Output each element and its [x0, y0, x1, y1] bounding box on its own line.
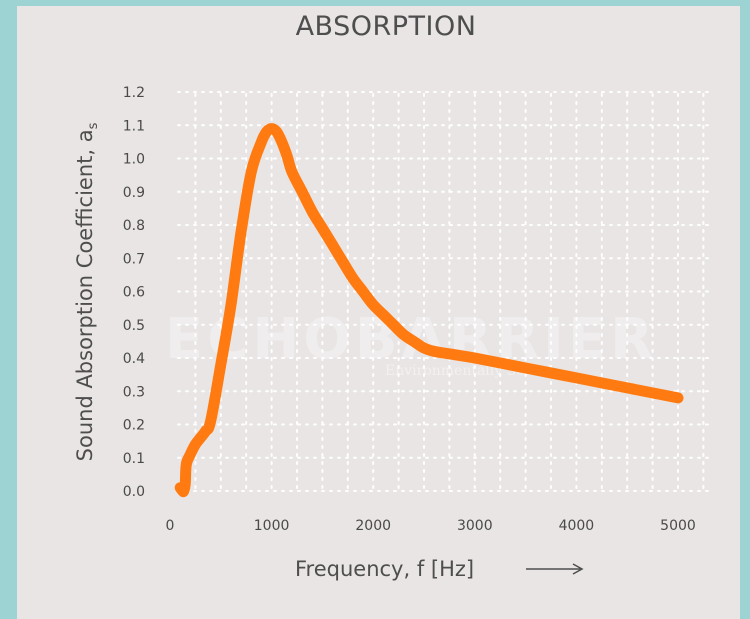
y-axis-label-main: Sound Absorption Coefficient, a: [73, 129, 97, 461]
grid: [177, 91, 713, 494]
x-tick-label: 2000: [355, 518, 391, 534]
x-axis-arrow: [526, 563, 584, 575]
y-tick-label: 0.8: [123, 218, 145, 234]
y-tick-label: 0.3: [123, 384, 145, 400]
chart-title: ABSORPTION: [296, 11, 477, 42]
x-axis-label: Frequency, f [Hz]: [295, 557, 474, 581]
y-axis-label-subscript: s: [86, 122, 101, 129]
x-tick-label: 5000: [660, 518, 696, 534]
y-tick-label: 0.5: [123, 318, 145, 334]
y-tick-label: 1.1: [123, 118, 145, 134]
y-axis-label: Sound Absorption Coefficient, as: [73, 122, 101, 461]
series-line-absorption: [174, 123, 684, 498]
y-tick-label: 0.2: [123, 418, 145, 434]
x-tick-labels: 0 1000 2000 3000 4000 5000: [166, 518, 696, 534]
y-tick-label: 1.0: [123, 152, 145, 168]
y-tick-label: 0.1: [123, 451, 145, 467]
x-tick-label: 4000: [559, 518, 595, 534]
x-tick-label: 1000: [254, 518, 290, 534]
y-tick-labels: 0.0 0.1 0.2 0.3 0.4 0.5 0.6 0.7 0.8 0.9 1.0 1.1 1.2: [123, 85, 145, 500]
y-tick-label: 0.9: [123, 185, 145, 201]
y-tick-label: 0.7: [123, 251, 145, 267]
y-tick-label: 1.2: [123, 85, 145, 101]
x-tick-label: 3000: [457, 518, 493, 534]
y-tick-label: 0.0: [123, 484, 145, 500]
y-tick-label: 0.4: [123, 351, 145, 367]
x-tick-label: 0: [166, 518, 175, 534]
y-tick-label: 0.6: [123, 285, 145, 301]
